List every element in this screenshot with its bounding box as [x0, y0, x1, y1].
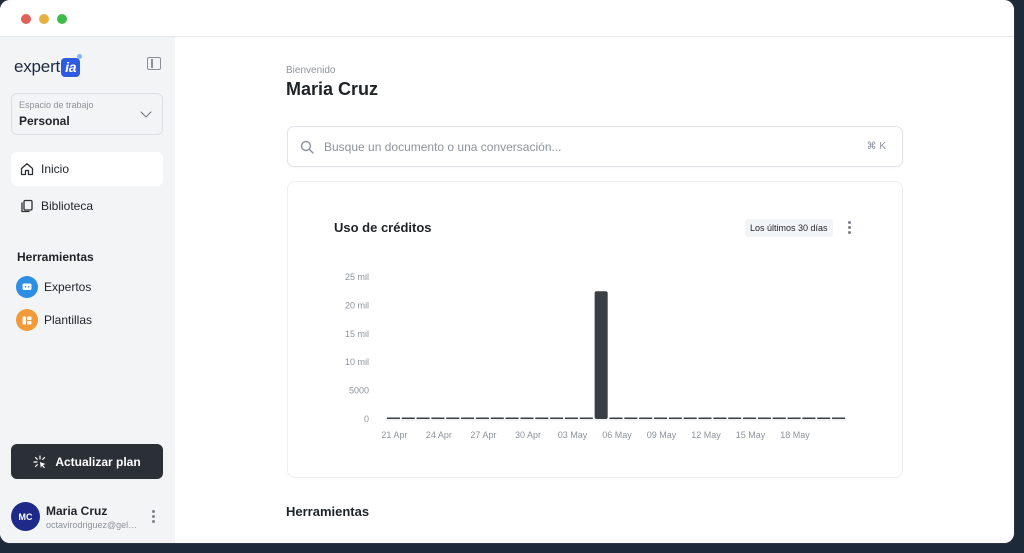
chart-bar[interactable] — [609, 417, 623, 420]
chart-bar[interactable] — [416, 417, 430, 420]
x-tick-label: 30 Apr — [515, 430, 541, 440]
y-tick-label: 10 mil — [345, 357, 369, 367]
sidebar-item-plantillas[interactable]: Plantillas — [16, 308, 92, 332]
tools-heading: Herramientas — [286, 504, 370, 519]
chevron-down-icon — [140, 106, 152, 118]
close-window-button[interactable] — [21, 14, 31, 24]
logo[interactable]: expert ia — [14, 53, 83, 77]
chart-bar[interactable] — [683, 417, 697, 420]
search-placeholder: Busque un documento o una conversación..… — [324, 140, 562, 154]
date-range-select[interactable]: Los últimos 30 días — [745, 219, 833, 237]
library-icon — [21, 199, 33, 213]
chart-menu-icon[interactable] — [847, 221, 851, 237]
x-tick-label: 06 May — [602, 430, 632, 440]
title-bar — [0, 0, 1014, 37]
chart-bar[interactable] — [520, 417, 534, 420]
avatar: MC — [11, 502, 40, 531]
chart-bar[interactable] — [624, 417, 638, 420]
chart-bar[interactable] — [461, 417, 475, 420]
y-tick-label: 15 mil — [345, 329, 369, 339]
sidebar-collapse-icon[interactable] — [147, 57, 161, 70]
chart-bar[interactable] — [401, 417, 415, 420]
sidebar-item-expertos[interactable]: Expertos — [16, 275, 91, 299]
upgrade-plan-label: Actualizar plan — [55, 454, 141, 469]
chart-bar[interactable] — [446, 417, 460, 420]
chart-bar[interactable] — [594, 291, 608, 419]
chart-bar[interactable] — [817, 417, 831, 420]
logo-text: expert — [14, 57, 61, 76]
x-tick-label: 27 Apr — [470, 430, 496, 440]
sidebar-item-label: Inicio — [41, 162, 70, 176]
chart-bar[interactable] — [668, 417, 682, 420]
tools-section-title: Herramientas — [17, 250, 94, 264]
x-tick-label: 21 Apr — [381, 430, 407, 440]
chart-bar[interactable] — [431, 417, 445, 420]
workspace-value: Personal — [19, 114, 70, 128]
y-tick-label: 0 — [364, 414, 369, 424]
user-email: octavirodriguez@gelatina.io — [46, 520, 141, 530]
chart-bar[interactable] — [832, 417, 846, 420]
chart-bar[interactable] — [787, 417, 801, 420]
templates-icon — [16, 309, 38, 331]
y-tick-label: 25 mil — [345, 272, 369, 282]
chart-bar[interactable] — [505, 417, 519, 420]
x-tick-label: 15 May — [736, 430, 766, 440]
experts-icon — [16, 276, 38, 298]
chart-bar[interactable] — [386, 417, 400, 420]
chart-bar[interactable] — [802, 417, 816, 420]
chart-bar[interactable] — [490, 417, 504, 420]
chart-bar[interactable] — [698, 417, 712, 420]
app-window: expert ia Espacio de trabajo Personal Ini… — [0, 0, 1014, 543]
sidebar-item-label: Plantillas — [44, 313, 93, 327]
chart-bar[interactable] — [728, 417, 742, 420]
workspace-selector[interactable]: Espacio de trabajo Personal — [11, 93, 163, 135]
page-title: Maria Cruz — [286, 79, 379, 99]
minimize-window-button[interactable] — [39, 14, 49, 24]
maximize-window-button[interactable] — [57, 14, 67, 24]
user-profile[interactable]: MC Maria Cruz octavirodriguez@gelatina.i… — [11, 502, 163, 534]
sparkle-click-icon — [33, 454, 46, 468]
x-tick-label: 09 May — [647, 430, 677, 440]
y-tick-label: 5000 — [349, 386, 369, 396]
chart-bar[interactable] — [757, 417, 771, 420]
credits-chart: 0 5000 10 mil 15 mil 20 mil 25 mil 21 Apr 24 Ap… — [345, 272, 846, 440]
home-icon — [20, 163, 34, 176]
logo-accent: ia — [61, 53, 83, 77]
chart-bar[interactable] — [550, 417, 564, 420]
credits-chart-card: Uso de créditos Los últimos 30 días 0 500… — [287, 181, 903, 478]
chart-bar[interactable] — [743, 417, 757, 420]
x-tick-label: 03 May — [558, 430, 588, 440]
upgrade-plan-button[interactable]: Actualizar plan — [11, 444, 163, 479]
y-tick-label: 20 mil — [345, 300, 369, 310]
search-input[interactable]: Busque un documento o una conversación..… — [287, 126, 903, 167]
chart-bar[interactable] — [564, 417, 579, 420]
sidebar-item-label: Expertos — [44, 280, 92, 294]
chart-bar[interactable] — [713, 417, 727, 420]
main-content: Bienvenido Maria Cruz Busque un document… — [175, 37, 1014, 543]
chart-title: Uso de créditos — [334, 220, 432, 235]
chart-bar[interactable] — [639, 417, 653, 420]
x-tick-label: 18 May — [780, 430, 810, 440]
workspace-label: Espacio de trabajo — [19, 100, 94, 110]
chart-bar[interactable] — [475, 417, 489, 420]
chart-bar[interactable] — [579, 417, 593, 420]
sidebar-item-biblioteca[interactable]: Biblioteca — [11, 189, 163, 223]
x-tick-label: 12 May — [691, 430, 721, 440]
chart-bar[interactable] — [772, 417, 786, 420]
sidebar: expert ia Espacio de trabajo Personal Ini… — [0, 37, 175, 543]
sidebar-item-inicio[interactable]: Inicio — [11, 152, 163, 186]
search-icon — [300, 140, 314, 154]
chart-bar[interactable] — [535, 417, 549, 420]
keyboard-shortcut: ⌘ K — [866, 141, 886, 152]
sidebar-item-label: Biblioteca — [41, 199, 94, 213]
user-menu-icon[interactable] — [151, 510, 155, 526]
user-name: Maria Cruz — [46, 504, 108, 518]
welcome-text: Bienvenido — [286, 65, 336, 76]
chart-bar[interactable] — [653, 417, 668, 420]
x-tick-label: 24 Apr — [426, 430, 452, 440]
